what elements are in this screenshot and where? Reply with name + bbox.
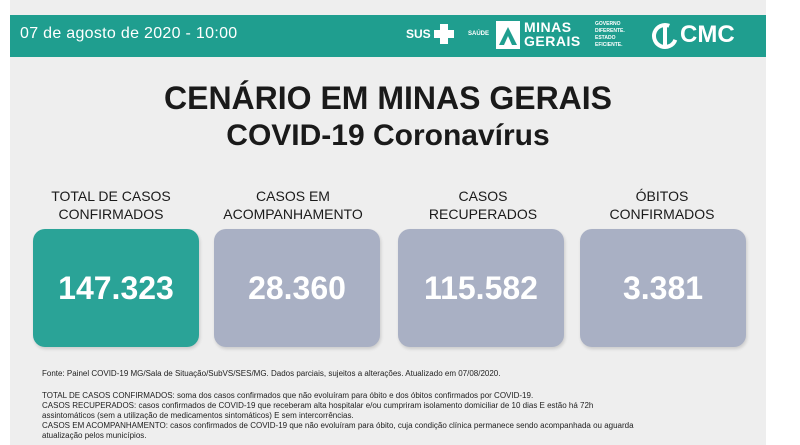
header-bar: 07 de agosto de 2020 - 10:00 SUS SAÚDE M…: [10, 15, 766, 57]
card-label-total-confirmados: TOTAL DE CASOS CONFIRMADOS: [16, 187, 206, 223]
label-line: TOTAL DE CASOS: [51, 188, 171, 204]
card-value: 3.381: [622, 269, 704, 306]
minas-gerais-wordmark: MINAS GERAIS: [524, 20, 581, 48]
mg-line2: GERAIS: [524, 33, 581, 49]
label-line: RECUPERADOS: [428, 206, 538, 222]
gov-line3: ESTADO: [595, 35, 616, 41]
label-line: CONFIRMADOS: [58, 206, 164, 222]
card-acompanhamento: 28.360: [214, 229, 380, 347]
gov-line2: DIFERENTE.: [595, 28, 625, 34]
minas-gerais-logo-icon: [496, 21, 520, 49]
report-date: 07 de agosto de 2020 - 10:00: [20, 25, 238, 42]
source-note: Fonte: Painel COVID-19 MG/Sala de Situaç…: [42, 369, 501, 378]
card-label-obitos: ÓBITOS CONFIRMADOS: [567, 187, 757, 223]
note-line: atualização pelos municípios.: [42, 431, 147, 440]
saude-label: SAÚDE: [468, 31, 490, 37]
note-line: CASOS RECUPERADOS: casos confirmados de …: [42, 401, 594, 410]
page-title: CENÁRIO EM MINAS GERAIS: [163, 80, 613, 116]
card-label-recuperados: CASOS RECUPERADOS: [388, 187, 578, 223]
gov-line1: GOVERNO: [595, 21, 621, 27]
label-line: CONFIRMADOS: [609, 206, 715, 222]
governo-tagline: GOVERNO DIFERENTE. ESTADO EFICIENTE.: [595, 21, 625, 49]
sus-cross-icon: [434, 24, 454, 44]
note-line: assintomáticos (sem a utilização de medi…: [42, 411, 354, 420]
card-obitos: 3.381: [580, 229, 746, 347]
gov-line4: EFICIENTE.: [595, 42, 623, 48]
note-line: TOTAL DE CASOS CONFIRMADOS: soma dos cas…: [42, 391, 534, 400]
card-total-confirmados: 147.323: [33, 229, 199, 347]
card-recuperados: 115.582: [398, 229, 564, 347]
card-label-acompanhamento: CASOS EM ACOMPANHAMENTO: [198, 187, 388, 223]
label-line: ACOMPANHAMENTO: [223, 206, 363, 222]
definitions-notes: TOTAL DE CASOS CONFIRMADOS: soma dos cas…: [42, 391, 742, 441]
note-line: CASOS EM ACOMPANHAMENTO: casos confirmad…: [42, 421, 634, 430]
card-value: 115.582: [424, 269, 538, 306]
card-value: 147.323: [58, 269, 174, 306]
label-line: CASOS: [458, 188, 508, 204]
infographic: 07 de agosto de 2020 - 10:00 SUS SAÚDE M…: [10, 0, 766, 445]
label-line: CASOS EM: [256, 188, 330, 204]
sus-label: SUS: [406, 27, 431, 41]
cmc-wordmark: CMC: [680, 21, 735, 48]
label-line: ÓBITOS: [635, 188, 689, 204]
page-subtitle: COVID-19 Coronavírus: [226, 119, 550, 152]
mg-line1: MINAS: [524, 19, 572, 35]
cmc-logo-icon: [652, 23, 678, 49]
card-value: 28.360: [248, 269, 346, 306]
